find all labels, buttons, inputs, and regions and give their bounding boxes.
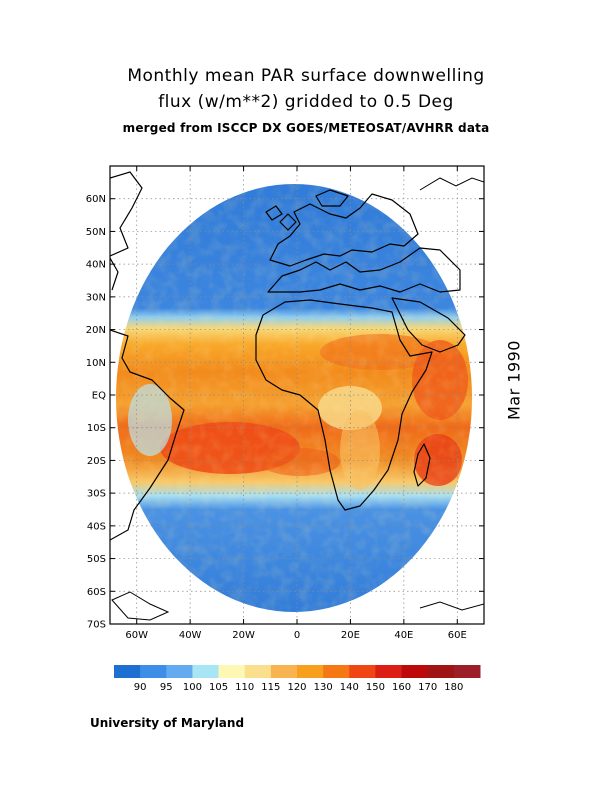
chart-title-line2: flux (w/m**2) gridded to 0.5 Deg bbox=[158, 92, 454, 112]
colorbar-swatch bbox=[218, 665, 246, 678]
lat-tick-label: EQ bbox=[92, 391, 106, 402]
colorbar-swatch bbox=[192, 665, 220, 678]
lat-tick-labels: 60N 50N 40N 30N 20N 10N EQ 10S 20S 30S 40S 50S 60S 70… bbox=[86, 194, 106, 630]
lat-tick-label: 30S bbox=[87, 489, 106, 500]
lat-tick-label: 30N bbox=[86, 292, 106, 303]
colorbar-swatch bbox=[427, 665, 455, 678]
lat-tick-label: 50N bbox=[86, 227, 106, 238]
colorbar-label: 170 bbox=[418, 682, 437, 693]
chart-subtitle: merged from ISCCP DX GOES/METEOSAT/AVHRR… bbox=[122, 121, 490, 135]
colorbar-swatch bbox=[140, 665, 167, 678]
credit-text: University of Maryland bbox=[90, 716, 245, 730]
colorbar-label: 90 bbox=[134, 682, 147, 693]
lat-tick-label: 60N bbox=[86, 194, 106, 205]
lon-tick-label: 20W bbox=[232, 630, 255, 641]
axis-ticks bbox=[110, 166, 484, 625]
colorbar-label: 150 bbox=[366, 682, 385, 693]
colorbar-label: 120 bbox=[287, 682, 306, 693]
colorbar-label: 130 bbox=[314, 682, 333, 693]
colorbar-swatch bbox=[453, 665, 481, 678]
lat-tick-label: 50S bbox=[87, 554, 106, 565]
colorbar: 90 95 100 105 110 115 120 130 140 150 160 170 180 bbox=[114, 665, 481, 693]
lat-tick-label: 40N bbox=[86, 260, 106, 271]
lon-tick-labels: 60W 40W 20W 0 20E 40E 60E bbox=[125, 630, 466, 641]
colorbar-label: 100 bbox=[183, 682, 202, 693]
lat-tick-label: 70S bbox=[87, 620, 106, 631]
lat-tick-label: 40S bbox=[87, 521, 106, 532]
lon-tick-label: 40W bbox=[179, 630, 202, 641]
colorbar-swatch bbox=[349, 665, 376, 678]
colorbar-label: 160 bbox=[392, 682, 411, 693]
colorbar-label: 140 bbox=[340, 682, 359, 693]
lat-tick-label: 10N bbox=[86, 358, 106, 369]
par-field bbox=[116, 184, 472, 612]
colorbar-swatch bbox=[166, 665, 193, 678]
colorbar-label: 105 bbox=[209, 682, 228, 693]
lon-tick-label: 40E bbox=[394, 630, 413, 641]
colorbar-swatch bbox=[270, 665, 298, 678]
lon-tick-label: 60W bbox=[125, 630, 148, 641]
colorbar-swatch bbox=[297, 665, 324, 678]
coastlines bbox=[110, 171, 466, 541]
date-label: Mar 1990 bbox=[504, 340, 524, 420]
colorbar-label: 95 bbox=[160, 682, 173, 693]
lat-tick-label: 20S bbox=[87, 456, 106, 467]
lat-tick-label: 20N bbox=[86, 325, 106, 336]
coast-detail bbox=[111, 177, 484, 621]
colorbar-label: 115 bbox=[261, 682, 280, 693]
colorbar-label: 180 bbox=[444, 682, 463, 693]
map-grid bbox=[110, 166, 484, 624]
lon-tick-label: 20E bbox=[341, 630, 360, 641]
lat-tick-label: 60S bbox=[87, 587, 106, 598]
colorbar-label: 110 bbox=[235, 682, 254, 693]
lon-tick-label: 60E bbox=[448, 630, 467, 641]
lat-tick-label: 10S bbox=[87, 423, 106, 434]
chart-title-line1: Monthly mean PAR surface downwelling bbox=[127, 66, 485, 86]
colorbar-swatch bbox=[375, 665, 403, 678]
colorbar-swatch bbox=[244, 665, 272, 678]
lon-tick-label: 0 bbox=[294, 630, 300, 641]
colorbar-swatch bbox=[114, 665, 141, 678]
colorbar-swatch bbox=[323, 665, 350, 678]
colorbar-swatch bbox=[401, 665, 429, 678]
